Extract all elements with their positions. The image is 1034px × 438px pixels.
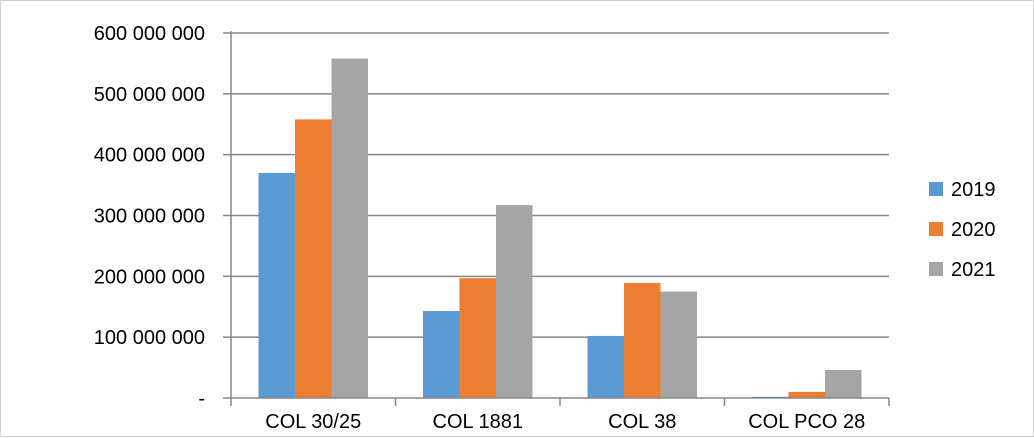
x-category-label: COL 38 xyxy=(608,411,676,433)
bar-2021-2 xyxy=(660,291,697,398)
bar-2020-3 xyxy=(788,391,825,398)
y-tick-labels: - 100 000 000 200 000 000 300 000 000 400 00… xyxy=(94,23,205,410)
bars xyxy=(258,58,862,399)
y-tick-label: 600 000 000 xyxy=(94,23,205,45)
y-tick-label: 300 000 000 xyxy=(94,206,205,228)
x-category-label: COL 1881 xyxy=(433,411,523,433)
axes xyxy=(223,31,890,406)
y-tick-label: 100 000 000 xyxy=(94,327,205,349)
x-category-label: COL 30/25 xyxy=(265,411,361,433)
bar-2021-0 xyxy=(331,58,368,399)
bar-2019-1 xyxy=(423,311,460,398)
bar-2020-2 xyxy=(624,283,661,398)
bar-2021-3 xyxy=(825,370,862,398)
y-tick-label: 500 000 000 xyxy=(94,84,205,106)
legend-label: 2021 xyxy=(951,259,996,281)
legend-swatch-2021 xyxy=(929,262,943,276)
legend-swatch-2020 xyxy=(929,222,943,236)
x-category-label: COL PCO 28 xyxy=(748,411,865,433)
y-tick-label: 200 000 000 xyxy=(94,266,205,288)
legend-label: 2020 xyxy=(951,219,996,241)
x-category-labels: COL 30/25 COL 1881 COL 38 COL PCO 28 xyxy=(265,411,865,433)
bar-2020-1 xyxy=(459,278,496,398)
bar-2019-2 xyxy=(587,335,624,398)
legend-label: 2019 xyxy=(951,179,996,201)
y-tick-label: - xyxy=(198,388,205,410)
bar-2019-0 xyxy=(258,172,295,398)
legend: 2019 2020 2021 xyxy=(929,179,996,281)
y-tick-label: 400 000 000 xyxy=(94,145,205,167)
bar-2020-0 xyxy=(295,119,332,398)
legend-swatch-2019 xyxy=(929,182,943,196)
bar-2021-1 xyxy=(496,205,533,398)
